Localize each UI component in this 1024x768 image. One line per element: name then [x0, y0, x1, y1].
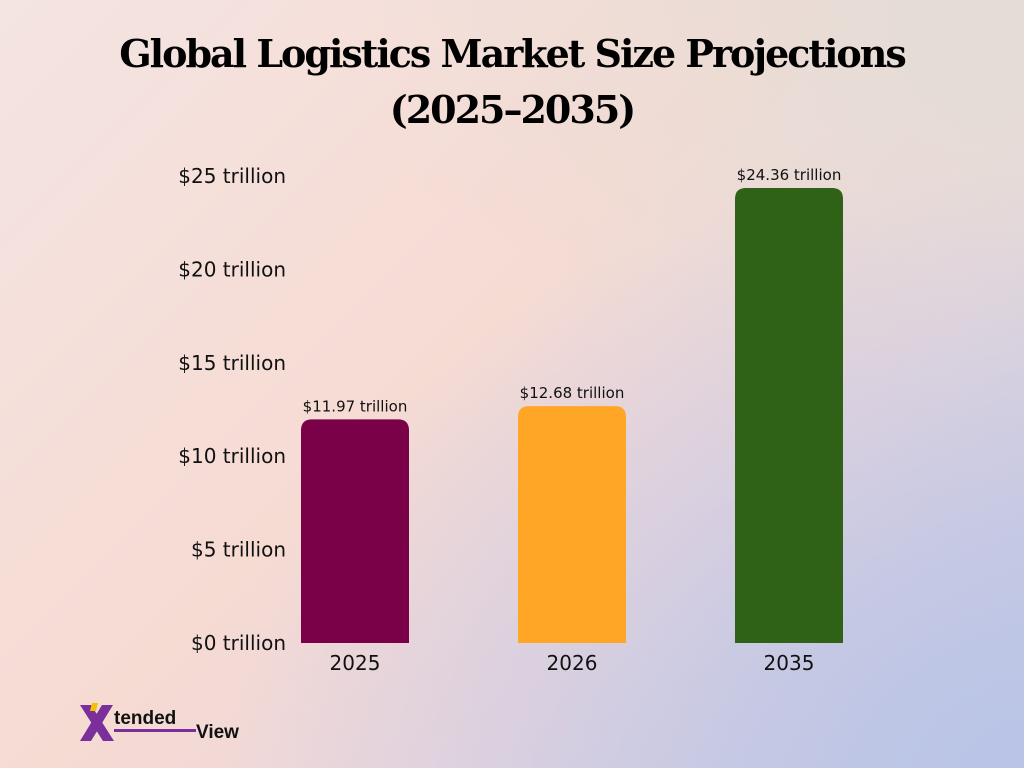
logo-x-mark-icon	[80, 703, 114, 741]
y-tick-label: $0 trillion	[191, 631, 286, 655]
chart-title-line-1: Global Logistics Market Size Projections	[119, 31, 907, 76]
bars	[301, 187, 843, 643]
x-tick-label: 2026	[547, 651, 598, 675]
logo-text-tended: tended	[114, 708, 176, 729]
data-label-2035: $24.36 trillion	[737, 166, 842, 184]
data-label-2026: $12.68 trillion	[520, 384, 625, 402]
y-tick-label: $15 trillion	[178, 351, 286, 375]
chart-title-line-2: (2025–2035)	[389, 87, 636, 132]
logo-underline	[114, 729, 196, 732]
xtendedview-logo: tended View	[80, 703, 239, 743]
logo-text-view: View	[196, 722, 239, 743]
y-tick-label: $25 trillion	[178, 164, 286, 188]
y-axis: $0 trillion $5 trillion $10 trillion $15 tr…	[178, 164, 286, 655]
y-tick-label: $20 trillion	[178, 257, 286, 281]
bar-2025	[301, 419, 409, 643]
data-label-2025: $11.97 trillion	[303, 397, 408, 415]
y-tick-label: $10 trillion	[178, 444, 286, 468]
chart-title: Global Logistics Market Size Projections…	[0, 26, 1024, 138]
y-tick-label: $5 trillion	[191, 538, 286, 562]
data-labels: $11.97 trillion $12.68 trillion $24.36 tri…	[303, 166, 842, 415]
x-axis: 2025 2026 2035	[330, 651, 815, 675]
x-tick-label: 2035	[764, 651, 815, 675]
bar-2026	[518, 406, 626, 643]
bar-2035	[735, 187, 843, 643]
x-tick-label: 2025	[330, 651, 381, 675]
